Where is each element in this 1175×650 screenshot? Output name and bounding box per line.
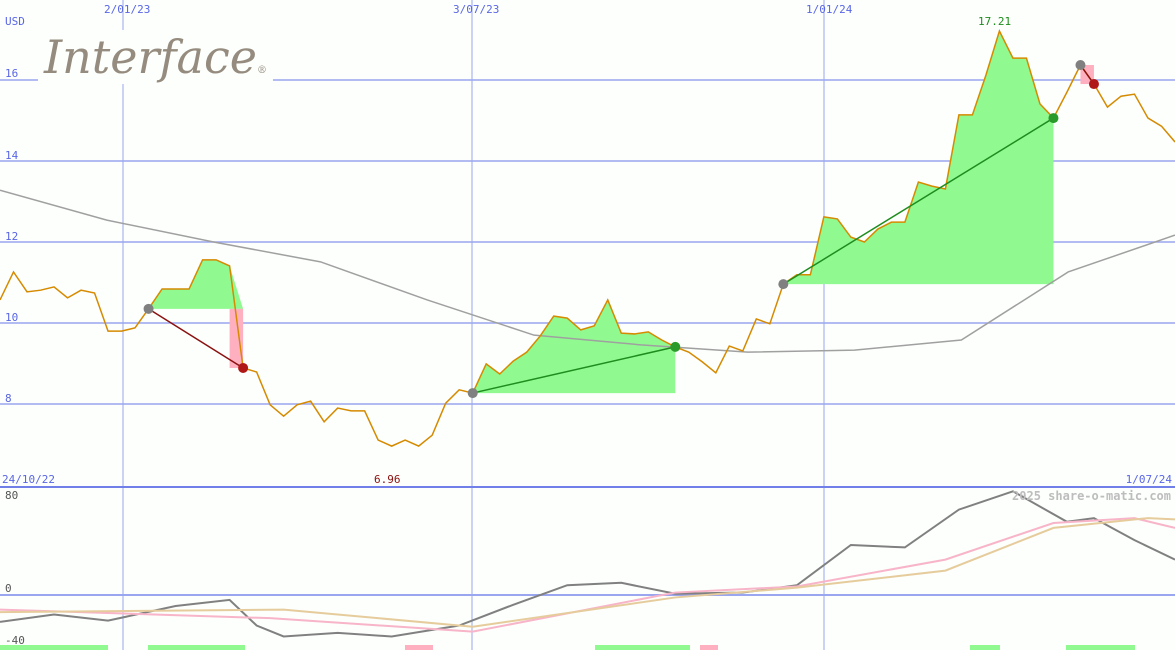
volume-bar [700,645,718,650]
trade-exit-marker [1048,113,1059,124]
trade-line [782,117,1054,285]
trade-exit-marker [238,362,249,373]
volume-bar [970,645,1000,650]
osc-tick-label: -40 [5,634,25,647]
oscillator-line [0,517,1175,633]
trade-gain-area [148,259,244,309]
x-start-label: 24/10/22 [2,473,55,486]
x-tick-label: 1/01/24 [806,3,853,16]
volume-bar [148,645,245,650]
trade-exit-marker [1088,79,1099,90]
volume-bar [405,645,433,650]
volume-bar [0,645,108,650]
osc-tick-label: 0 [5,582,12,595]
volume-bar [595,645,690,650]
high-label: 17.21 [978,15,1012,28]
x-end-label: 1/07/24 [1125,473,1172,486]
watermark: 2025 share-o-matic.com [1012,489,1171,503]
osc-tick-label: 80 [5,489,19,502]
y-tick-label: 12 [5,230,19,243]
trade-entry-marker [467,388,478,399]
y-tick-label: 8 [5,392,12,405]
y-tick-label: 14 [5,149,19,162]
x-tick-label: 2/01/23 [104,3,151,16]
trade-entry-marker [1075,60,1086,71]
trade-entry-marker [778,279,789,290]
low-label: 6.96 [374,473,401,486]
trade-line [148,308,244,369]
oscillator-line [0,517,1175,628]
oscillator-line [0,490,1175,638]
trade-entry-marker [143,303,154,314]
company-logo: Interface® [38,30,273,84]
x-tick-label: 3/07/23 [453,3,500,16]
y-tick-label: 10 [5,311,19,324]
price-line [0,28,1175,447]
trade-exit-marker [670,341,681,352]
y-tick-label: 16 [5,67,19,80]
trade-gain-area [472,299,676,394]
trade-gain-area [783,30,1054,285]
trade-loss-area [229,308,244,368]
trade-line [472,346,676,394]
currency-label: USD [5,15,25,28]
volume-bar [1066,645,1135,650]
moving-average-line [0,189,1175,353]
